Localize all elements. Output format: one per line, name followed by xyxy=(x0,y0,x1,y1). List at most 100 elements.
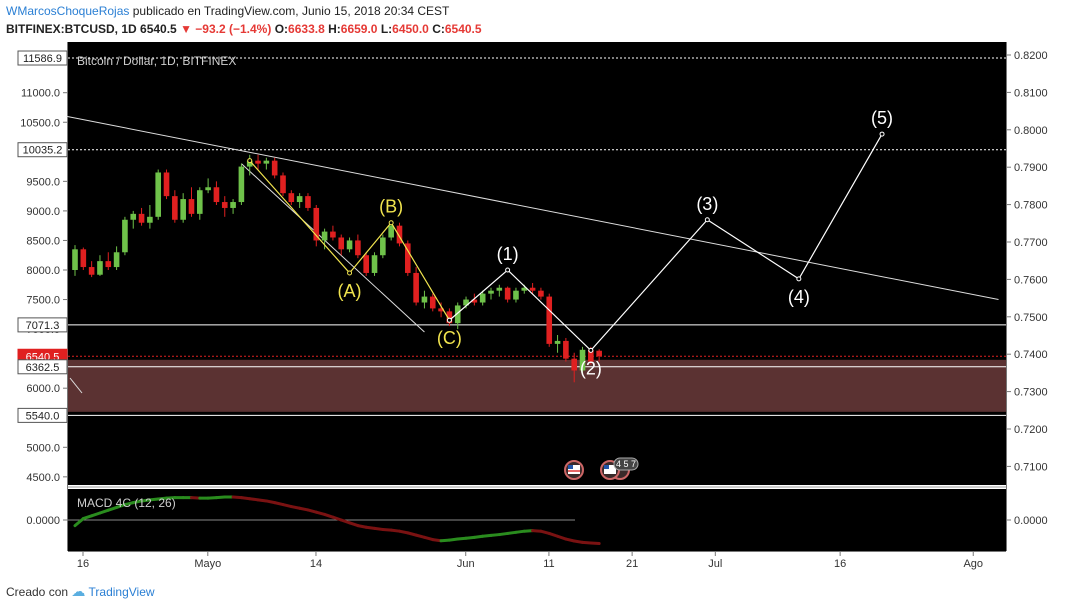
candle-body xyxy=(72,249,78,270)
wave-impulse-point[interactable] xyxy=(446,317,452,323)
wave-abc-line[interactable] xyxy=(249,160,450,321)
candle-body xyxy=(238,166,245,203)
candle-body xyxy=(263,160,270,164)
wave-impulse-point[interactable] xyxy=(505,267,511,273)
low-label: L: xyxy=(380,22,393,36)
right-tick-label: 0.7800 xyxy=(1014,200,1048,212)
candle-body xyxy=(563,340,569,359)
price-tag[interactable] xyxy=(17,359,68,375)
left-tick-label: 8500.0 xyxy=(26,235,60,247)
chart-title: Bitcoin / Dollar, 1D, BITFINEX xyxy=(77,54,236,68)
channel-line[interactable] xyxy=(241,163,425,333)
channel-line-stub[interactable] xyxy=(69,377,83,394)
tradingview-link[interactable]: TradingView xyxy=(88,585,155,599)
flag-group-icon[interactable]: 4 5 7 xyxy=(600,457,639,480)
right-tick-label: 0.7200 xyxy=(1014,424,1048,436)
descending-trendline[interactable] xyxy=(66,115,999,301)
time-tick-label: 16 xyxy=(834,558,846,570)
right-tick-label: 0.8000 xyxy=(1014,125,1048,137)
right-tick-label: 0.7900 xyxy=(1014,162,1048,174)
candle-body xyxy=(504,287,511,300)
wave-abc-point[interactable] xyxy=(347,270,353,276)
flag-icon[interactable] xyxy=(564,460,584,480)
candle-body xyxy=(521,287,528,291)
wave-impulse-point[interactable] xyxy=(588,347,594,353)
ohlc-line: BITFINEX:BTCUSD, 1D 6540.5 ▼ −93.2 (−1.4… xyxy=(6,22,482,36)
candle-body xyxy=(88,267,95,275)
right-tick-label: 0.7300 xyxy=(1014,387,1048,399)
price-tag[interactable] xyxy=(17,142,68,158)
symbol-label: BITFINEX:BTCUSD, 1D xyxy=(6,22,137,36)
right-tick-label: 0.7600 xyxy=(1014,274,1048,286)
wave-impulse-point[interactable] xyxy=(704,217,710,223)
wave-abc-point[interactable] xyxy=(388,220,394,226)
time-tick-label: 11 xyxy=(543,558,554,570)
price-tag[interactable] xyxy=(17,407,68,423)
right-tick-label: 0.7400 xyxy=(1014,349,1048,361)
candle-body xyxy=(371,255,378,273)
candle-body xyxy=(363,255,369,273)
candle-body xyxy=(172,196,178,220)
wave-abc-label: (B) xyxy=(379,197,403,217)
wave-impulse-label: (1) xyxy=(497,244,519,264)
candle-body xyxy=(546,296,553,344)
candle-body xyxy=(280,175,286,194)
price-tag[interactable] xyxy=(17,317,68,333)
wave-impulse-line[interactable] xyxy=(449,133,883,352)
candle-body xyxy=(380,237,386,256)
candle-body xyxy=(321,231,328,241)
macd-segment xyxy=(73,517,85,528)
last-price: 6540.5 xyxy=(140,22,177,36)
main-pane[interactable] xyxy=(68,42,1006,485)
candle-body xyxy=(288,193,295,203)
macd-label: MACD 4C (12, 26) xyxy=(77,496,176,510)
author-link[interactable]: WMarcosChoqueRojas xyxy=(6,4,130,18)
candle-body xyxy=(396,225,403,244)
wave-impulse-label: (2) xyxy=(580,358,602,378)
time-tick-label: 16 xyxy=(77,558,89,570)
left-tick-label: 8000.0 xyxy=(26,265,60,277)
wave-impulse-point[interactable] xyxy=(796,276,802,282)
right-tick-label: 0.8100 xyxy=(1014,87,1048,99)
support-zone[interactable] xyxy=(68,359,1006,412)
candle-body xyxy=(80,249,87,268)
macd-right-tick-label: 0.0000 xyxy=(1014,515,1048,527)
price-tag-label: 5540.0 xyxy=(26,410,60,422)
price-tag-label: 7071.3 xyxy=(26,320,60,332)
time-tick-label: 14 xyxy=(310,558,322,570)
candle-body xyxy=(529,287,536,291)
price-change: −93.2 (−1.4%) xyxy=(195,22,272,36)
right-tick-label: 0.7500 xyxy=(1014,312,1048,324)
candle-body xyxy=(355,240,361,256)
candle-body xyxy=(305,196,311,208)
candle-body xyxy=(579,349,586,371)
candle-body xyxy=(488,290,494,294)
price-tag[interactable] xyxy=(17,50,68,66)
candle-body xyxy=(388,225,394,238)
candle-body xyxy=(421,296,428,303)
macd-left-tick-label: 0.0000 xyxy=(26,515,60,527)
wave-abc-label: (A) xyxy=(338,281,362,301)
candle-body xyxy=(296,196,303,203)
candle-body xyxy=(246,160,253,167)
event-count: 4 5 7 xyxy=(616,459,636,469)
candle-body xyxy=(596,350,602,357)
right-tick-label: 0.8200 xyxy=(1014,50,1048,62)
left-tick-label: 4500.0 xyxy=(26,472,60,484)
left-tick-label: 11000.0 xyxy=(21,88,60,100)
open-label: O: xyxy=(274,22,289,36)
candle-body xyxy=(130,213,137,220)
candle-body xyxy=(113,252,120,268)
candle-body xyxy=(205,187,211,191)
wave-abc-point[interactable] xyxy=(247,158,253,164)
candle-body xyxy=(147,216,153,223)
candle-body xyxy=(446,311,453,324)
left-tick-label: 9500.0 xyxy=(26,176,60,188)
candle-body xyxy=(330,231,336,238)
candle-body xyxy=(513,290,519,300)
left-tick-label: 10500.0 xyxy=(20,117,60,129)
candle-body xyxy=(463,299,469,306)
wave-impulse-point[interactable] xyxy=(879,131,885,137)
publish-info: publicado en TradingView.com, Junio 15, … xyxy=(132,4,450,18)
